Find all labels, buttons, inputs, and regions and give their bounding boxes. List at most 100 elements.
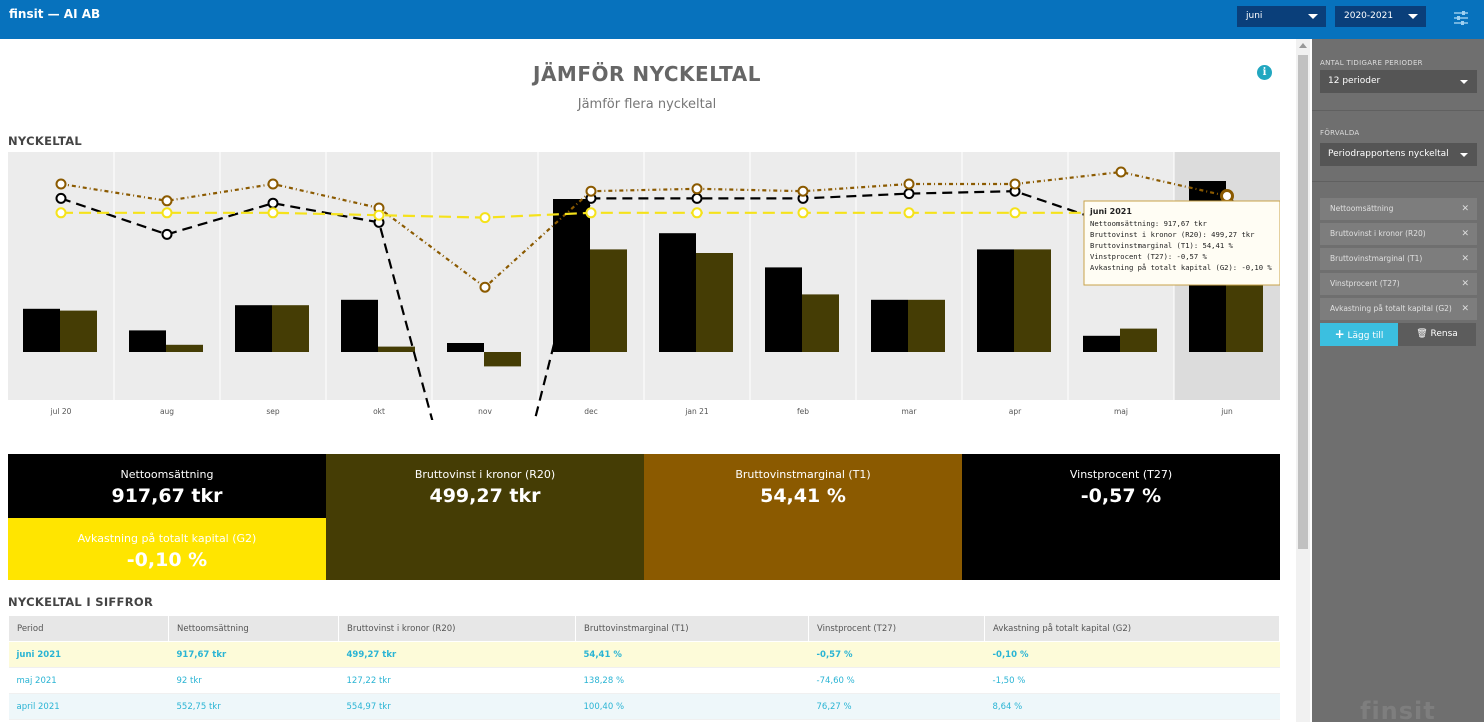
chart-bar[interactable] (659, 233, 696, 352)
table-cell: -0,10 % (984, 641, 1280, 668)
scroll-thumb[interactable] (1298, 55, 1308, 549)
data-point[interactable] (1220, 189, 1234, 203)
preset-select-value: Periodrapportens nyckeltal (1328, 149, 1449, 159)
data-point[interactable] (691, 183, 703, 195)
data-point[interactable] (267, 197, 279, 209)
table-cell: april 2021 (8, 693, 169, 720)
data-point[interactable] (479, 212, 491, 224)
table-cell: 100,40 % (575, 693, 809, 720)
chart-bar[interactable] (60, 310, 97, 352)
periods-select[interactable]: 12 perioder (1320, 70, 1477, 93)
data-point[interactable] (797, 207, 809, 219)
selected-kpi-item[interactable]: Bruttovinstmarginal (T1) ✕ (1320, 248, 1477, 270)
data-point[interactable] (161, 207, 173, 219)
selected-kpi-item[interactable]: Nettoomsättning ✕ (1320, 198, 1477, 220)
column-header[interactable]: Vinstprocent (T27) (808, 615, 985, 642)
remove-icon[interactable]: ✕ (1461, 229, 1469, 239)
kpi-tile-bruttovinstmarginal[interactable]: Bruttovinstmarginal (T1) 54,41 % (644, 454, 962, 580)
data-point[interactable] (1009, 178, 1021, 190)
kpi-tile-bruttovinst[interactable]: Bruttovinst i kronor (R20) 499,27 tkr (326, 454, 644, 580)
data-point[interactable] (55, 207, 67, 219)
data-point[interactable] (691, 192, 703, 204)
chevron-down-icon (1308, 14, 1318, 19)
chart-bar[interactable] (235, 305, 272, 352)
data-point[interactable] (55, 192, 67, 204)
chart-bar[interactable] (1120, 328, 1157, 352)
chart-bar[interactable] (272, 305, 309, 352)
selected-kpi-item[interactable]: Bruttovinst i kronor (R20) ✕ (1320, 223, 1477, 245)
chart-bar[interactable] (1083, 335, 1120, 352)
data-point[interactable] (797, 185, 809, 197)
table-cell: 76,27 % (808, 693, 985, 720)
chart-bar[interactable] (378, 346, 415, 352)
data-point[interactable] (161, 195, 173, 207)
kpi-tiles: Nettoomsättning 917,67 tkr Bruttovinst i… (8, 454, 1280, 580)
selected-kpi-label: Vinstprocent (T27) (1330, 279, 1400, 288)
kpi-label: Avkastning på totalt kapital (G2) (77, 532, 257, 545)
data-point[interactable] (903, 178, 915, 190)
column-header[interactable]: Period (8, 615, 169, 642)
data-point[interactable] (373, 209, 385, 221)
chart-bar[interactable] (908, 299, 945, 352)
remove-icon[interactable]: ✕ (1461, 304, 1469, 314)
selected-kpi-item[interactable]: Vinstprocent (T27) ✕ (1320, 273, 1477, 295)
selected-kpi-item[interactable]: Avkastning på totalt kapital (G2) ✕ (1320, 298, 1477, 320)
chart-bar[interactable] (447, 343, 484, 352)
data-point[interactable] (585, 185, 597, 197)
data-point[interactable] (585, 207, 597, 219)
chart-bar[interactable] (590, 249, 627, 352)
scroll-up-arrow[interactable] (1299, 43, 1307, 48)
x-tick-label: aug (160, 407, 174, 416)
chart-bar[interactable] (802, 294, 839, 352)
remove-icon[interactable]: ✕ (1461, 204, 1469, 214)
main-content: JÄMFÖR NYCKELTAL Jämför flera nyckeltal … (0, 39, 1294, 722)
scrollbar[interactable] (1296, 39, 1310, 722)
chart-bar[interactable] (484, 352, 521, 367)
data-point[interactable] (1009, 207, 1021, 219)
year-select[interactable]: 2020-2021 (1335, 6, 1426, 27)
clear-button[interactable]: 🗑 Rensa (1398, 323, 1476, 346)
table-row[interactable]: april 2021 552,75 tkr 554,97 tkr 100,40 … (8, 693, 1280, 720)
data-point[interactable] (479, 281, 491, 293)
tooltip-box (1083, 200, 1280, 286)
data-point[interactable] (691, 207, 703, 219)
kpi-tile-avkastning[interactable]: Avkastning på totalt kapital (G2) -0,10 … (8, 518, 326, 580)
data-point[interactable] (161, 228, 173, 240)
chart-bar[interactable] (871, 299, 908, 352)
chart-bar[interactable] (23, 308, 60, 352)
series-line (61, 211, 1227, 219)
column-header[interactable]: Nettoomsättning (168, 615, 339, 642)
chart-bar[interactable] (341, 299, 378, 352)
table-section-title: NYCKELTAL I SIFFROR (8, 595, 154, 609)
kpi-value: -0,10 % (126, 549, 208, 571)
chart-bar[interactable] (166, 344, 203, 352)
add-button[interactable]: + Lägg till (1320, 323, 1398, 346)
kpi-chart[interactable]: jul 20 aug sep okt nov dec jan 21 feb mar apr maj j… (8, 152, 1280, 420)
column-header[interactable]: Bruttovinstmarginal (T1) (575, 615, 809, 642)
chart-bar[interactable] (765, 267, 802, 352)
remove-icon[interactable]: ✕ (1461, 254, 1469, 264)
preset-select[interactable]: Periodrapportens nyckeltal (1320, 143, 1477, 166)
month-select[interactable]: juni (1237, 6, 1326, 27)
column-header[interactable]: Bruttovinst i kronor (R20) (338, 615, 576, 642)
chart-bar[interactable] (1014, 249, 1051, 352)
sliders-icon[interactable] (1453, 10, 1469, 26)
remove-icon[interactable]: ✕ (1461, 279, 1469, 289)
data-point[interactable] (903, 188, 915, 200)
info-icon[interactable]: i (1257, 65, 1272, 80)
chart-bar[interactable] (129, 330, 166, 352)
table-row[interactable]: juni 2021 917,67 tkr 499,27 tkr 54,41 % … (8, 641, 1280, 668)
data-point[interactable] (1115, 166, 1127, 178)
preset-label: FÖRVALDA (1320, 129, 1360, 137)
data-point[interactable] (55, 178, 67, 190)
chart-bar[interactable] (977, 249, 1014, 352)
chart-bar[interactable] (696, 253, 733, 352)
kpi-tile-nettoomsattning[interactable]: Nettoomsättning 917,67 tkr (8, 454, 326, 518)
data-point[interactable] (267, 178, 279, 190)
data-point[interactable] (903, 207, 915, 219)
column-header[interactable]: Avkastning på totalt kapital (G2) (984, 615, 1280, 642)
table-row[interactable]: maj 2021 92 tkr 127,22 tkr 138,28 % -74,… (8, 667, 1280, 694)
data-point[interactable] (267, 207, 279, 219)
tooltip-title: juni 2021 (1089, 207, 1132, 216)
kpi-tile-vinstprocent[interactable]: Vinstprocent (T27) -0,57 % (962, 454, 1280, 580)
